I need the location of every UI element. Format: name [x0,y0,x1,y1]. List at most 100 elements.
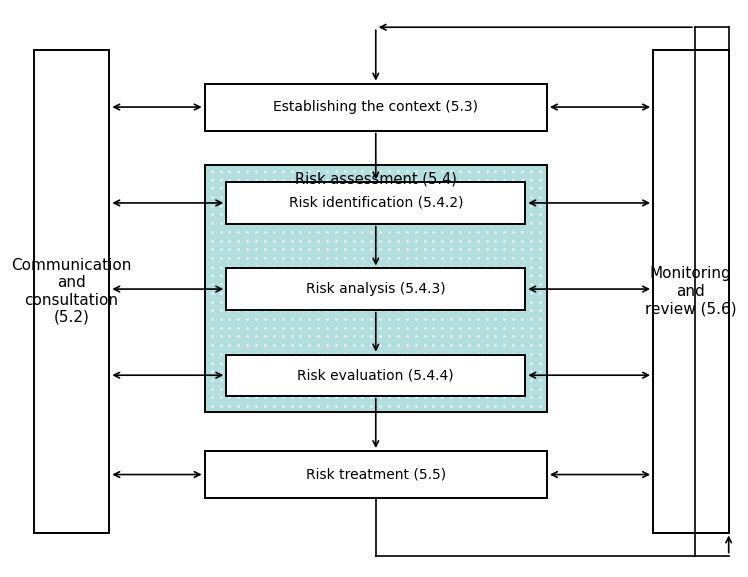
Bar [34,50,109,533]
Point [242,271,254,280]
Point [489,227,501,237]
Point [516,245,528,254]
Point [277,166,289,175]
Point [507,236,519,245]
Point [357,297,369,306]
Point [259,402,271,411]
Point [365,340,377,350]
Point [286,175,298,184]
Point [321,393,333,402]
Point [427,175,439,184]
Point [206,340,218,350]
Point [321,306,333,315]
Point [312,288,324,298]
Point [463,358,475,367]
Point [419,253,431,263]
Point [206,332,218,341]
Point [339,201,351,210]
Point [312,227,324,237]
Point [445,349,457,358]
Point [295,306,307,315]
Point [215,288,227,298]
Point [374,402,386,411]
Point [463,227,475,237]
Point [401,262,413,271]
Point [206,175,218,184]
Point [295,349,307,358]
Point [365,175,377,184]
Point [419,297,431,306]
Point [489,297,501,306]
Point [401,183,413,193]
Point [259,227,271,237]
Point [516,271,528,280]
Point [534,402,546,411]
Point [525,367,537,376]
Point [436,367,448,376]
Point [339,358,351,367]
Point [481,279,493,288]
Point [277,227,289,237]
Text: Communication
and
consultation
(5.2): Communication and consultation (5.2) [11,258,132,325]
Point [268,358,280,367]
Point [516,175,528,184]
Point [374,262,386,271]
Point [259,314,271,324]
Point [250,210,262,219]
Point [445,358,457,367]
Point [383,367,395,376]
Point [348,288,360,298]
Point [348,219,360,228]
Point [445,279,457,288]
Point [481,314,493,324]
Point [277,271,289,280]
Point [295,367,307,376]
Point [242,227,254,237]
Point [330,314,342,324]
Point [445,262,457,271]
Point [489,253,501,263]
Point [516,323,528,332]
Point [463,323,475,332]
Point [303,271,315,280]
Point [286,323,298,332]
Point [277,183,289,193]
Point [321,271,333,280]
Point [374,227,386,237]
Point [321,245,333,254]
Point [463,340,475,350]
Point [295,183,307,193]
Point [286,376,298,385]
Point [498,201,510,210]
Point [242,175,254,184]
Point [339,306,351,315]
Point [365,253,377,263]
Point [507,349,519,358]
Point [268,192,280,201]
Point [525,253,537,263]
Point [374,367,386,376]
Point [215,349,227,358]
Point [250,288,262,298]
Point [392,175,404,184]
Point [295,175,307,184]
Point [330,279,342,288]
Point [206,323,218,332]
Point [410,306,422,315]
Point [516,384,528,394]
Point [250,323,262,332]
Point [472,245,484,254]
Point [454,271,466,280]
Point [348,227,360,237]
Point [348,183,360,193]
Point [259,393,271,402]
Point [365,323,377,332]
Point [481,306,493,315]
Point [436,358,448,367]
Point [507,358,519,367]
Point [206,201,218,210]
Point [436,210,448,219]
Point [419,349,431,358]
Text: Risk identification (5.4.2): Risk identification (5.4.2) [289,196,463,210]
Point [286,227,298,237]
